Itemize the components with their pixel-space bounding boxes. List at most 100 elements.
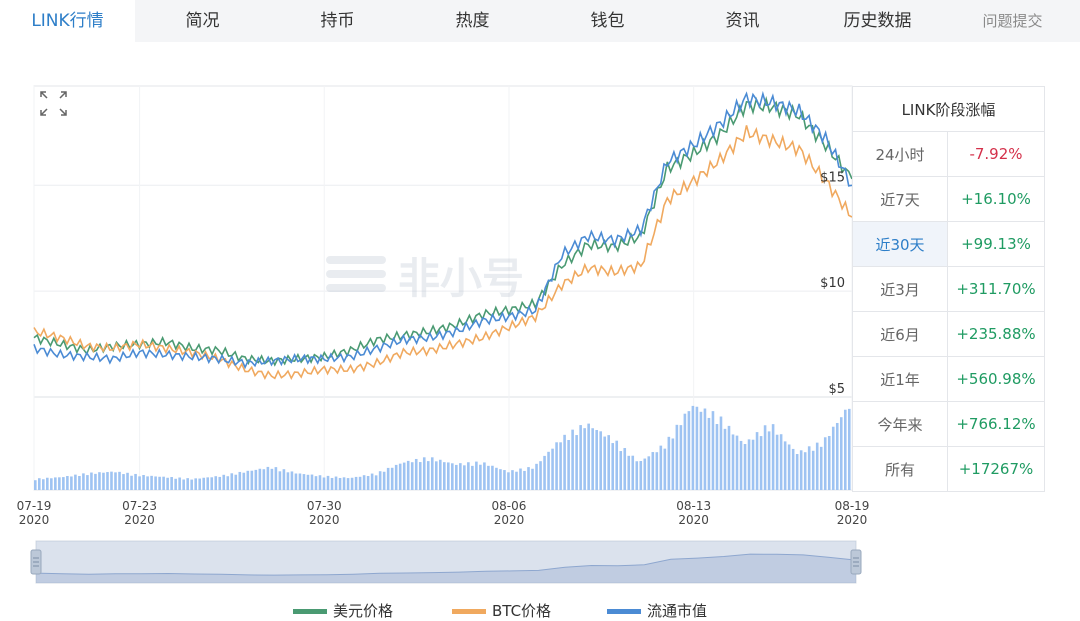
stats-row[interactable]: 所有 +17267% (852, 446, 1045, 492)
legend-label: 美元价格 (333, 602, 394, 620)
volume-bar (402, 462, 406, 490)
volume-bar (551, 448, 554, 490)
volume-bar (246, 470, 250, 490)
x-tick-year: 2020 (678, 513, 709, 527)
tab-news[interactable]: 资讯 (725, 11, 760, 31)
volume-bar (94, 473, 97, 490)
stats-row[interactable]: 近3月 +311.70% (852, 266, 1045, 312)
volume-bar (114, 472, 117, 490)
tab-link-market[interactable]: LINK行情 (0, 0, 135, 42)
stats-period[interactable]: 所有 (852, 446, 948, 492)
volume-bar (230, 473, 234, 490)
volume-bar (839, 417, 843, 490)
tab-history[interactable]: 历史数据 (843, 11, 912, 31)
stats-period[interactable]: 近6月 (852, 311, 948, 357)
volume-bar (831, 426, 835, 490)
volume-bar (543, 455, 546, 490)
volume-bar (194, 478, 197, 490)
tab-overview[interactable]: 简况 (185, 11, 220, 31)
volume-bar (46, 477, 49, 490)
volume-bar (627, 455, 631, 490)
volume-bar (314, 476, 318, 490)
legend-item[interactable]: BTC价格 (452, 600, 551, 621)
x-tick-year: 2020 (494, 513, 525, 527)
slider-preview-line (35, 553, 857, 583)
chart-legend: 美元价格 BTC价格 流通市值 (0, 600, 1080, 620)
volume-bar (707, 417, 711, 490)
volume-bar (374, 475, 378, 490)
volume-bar (787, 444, 791, 490)
stats-row[interactable]: 近1年 +560.98% (852, 356, 1045, 402)
zoom-slider[interactable] (30, 540, 862, 584)
volume-bar (691, 405, 695, 490)
volume-bar (835, 422, 839, 490)
legend-item[interactable]: 美元价格 (293, 600, 393, 621)
period-change-table: LINK阶段涨幅 24小时 -7.92% 近7天 +16.10% 近30天 +99.13%… (852, 86, 1045, 492)
volume-bar (318, 475, 322, 490)
x-tick-date: 07-30 (307, 499, 342, 513)
stats-row[interactable]: 近6月 +235.88% (852, 311, 1045, 357)
volume-bar (791, 448, 795, 490)
stats-period[interactable]: 今年来 (852, 401, 948, 447)
x-tick-year: 2020 (837, 513, 868, 527)
volume-bar (699, 411, 703, 490)
slider-handle-left[interactable] (30, 549, 42, 575)
tab-holders[interactable]: 持币 (320, 11, 355, 31)
volume-bar (218, 476, 222, 490)
volume-bar (286, 472, 290, 490)
volume-bar (755, 432, 759, 490)
volume-bar (70, 476, 73, 490)
stats-period[interactable]: 近3月 (852, 266, 948, 312)
volume-bar (631, 455, 635, 490)
stats-value: +235.88% (947, 311, 1045, 357)
volume-bar (519, 468, 522, 490)
volume-bar (410, 462, 414, 490)
volume-bar (290, 471, 294, 490)
stats-row[interactable]: 近7天 +16.10% (852, 176, 1045, 222)
legend-swatch (452, 609, 486, 614)
volume-bar (767, 431, 771, 490)
tab-wallet[interactable]: 钱包 (590, 11, 625, 31)
tab-report[interactable]: 问题提交 (982, 12, 1043, 30)
x-tick-date: 08-13 (676, 499, 711, 513)
volume-bar (827, 436, 831, 490)
stats-row[interactable]: 今年来 +766.12% (852, 401, 1045, 447)
volume-bar (330, 477, 334, 490)
volume-bar (346, 478, 350, 490)
stats-row[interactable]: 近30天 +99.13% (852, 221, 1045, 267)
volume-bar (122, 474, 125, 490)
stats-value: +560.98% (947, 356, 1045, 402)
volume-bar (170, 477, 173, 490)
volume-bar (206, 477, 210, 490)
volume-bar (467, 462, 470, 490)
volume-bar (487, 465, 490, 490)
slider-handle-right[interactable] (850, 549, 862, 575)
tab-heat[interactable]: 热度 (455, 11, 490, 31)
stats-period[interactable]: 近1年 (852, 356, 948, 402)
volume-bar (158, 476, 161, 490)
volume-bar (378, 471, 382, 490)
stats-period[interactable]: 近7天 (852, 176, 948, 222)
volume-bar (647, 456, 651, 490)
volume-bar (154, 476, 157, 490)
volume-bar (539, 461, 542, 490)
expand-icon[interactable] (40, 91, 67, 116)
legend-item[interactable]: 流通市值 (607, 600, 707, 621)
volume-bar (611, 443, 615, 490)
volume-bar (811, 450, 815, 490)
volume-bar (639, 461, 643, 490)
stats-period[interactable]: 24小时 (852, 131, 948, 177)
volume-bar (591, 428, 594, 490)
volume-bar (527, 467, 530, 490)
volume-bar (799, 450, 803, 490)
volume-bar (763, 425, 767, 490)
stats-period[interactable]: 近30天 (852, 221, 948, 267)
x-tick-year: 2020 (309, 513, 340, 527)
volume-bar (298, 473, 302, 490)
volume-bar (451, 463, 454, 490)
stats-row[interactable]: 24小时 -7.92% (852, 131, 1045, 177)
volume-bar (310, 474, 314, 490)
volume-bar (491, 465, 494, 490)
volume-bar (603, 436, 606, 490)
volume-bar (414, 458, 418, 490)
